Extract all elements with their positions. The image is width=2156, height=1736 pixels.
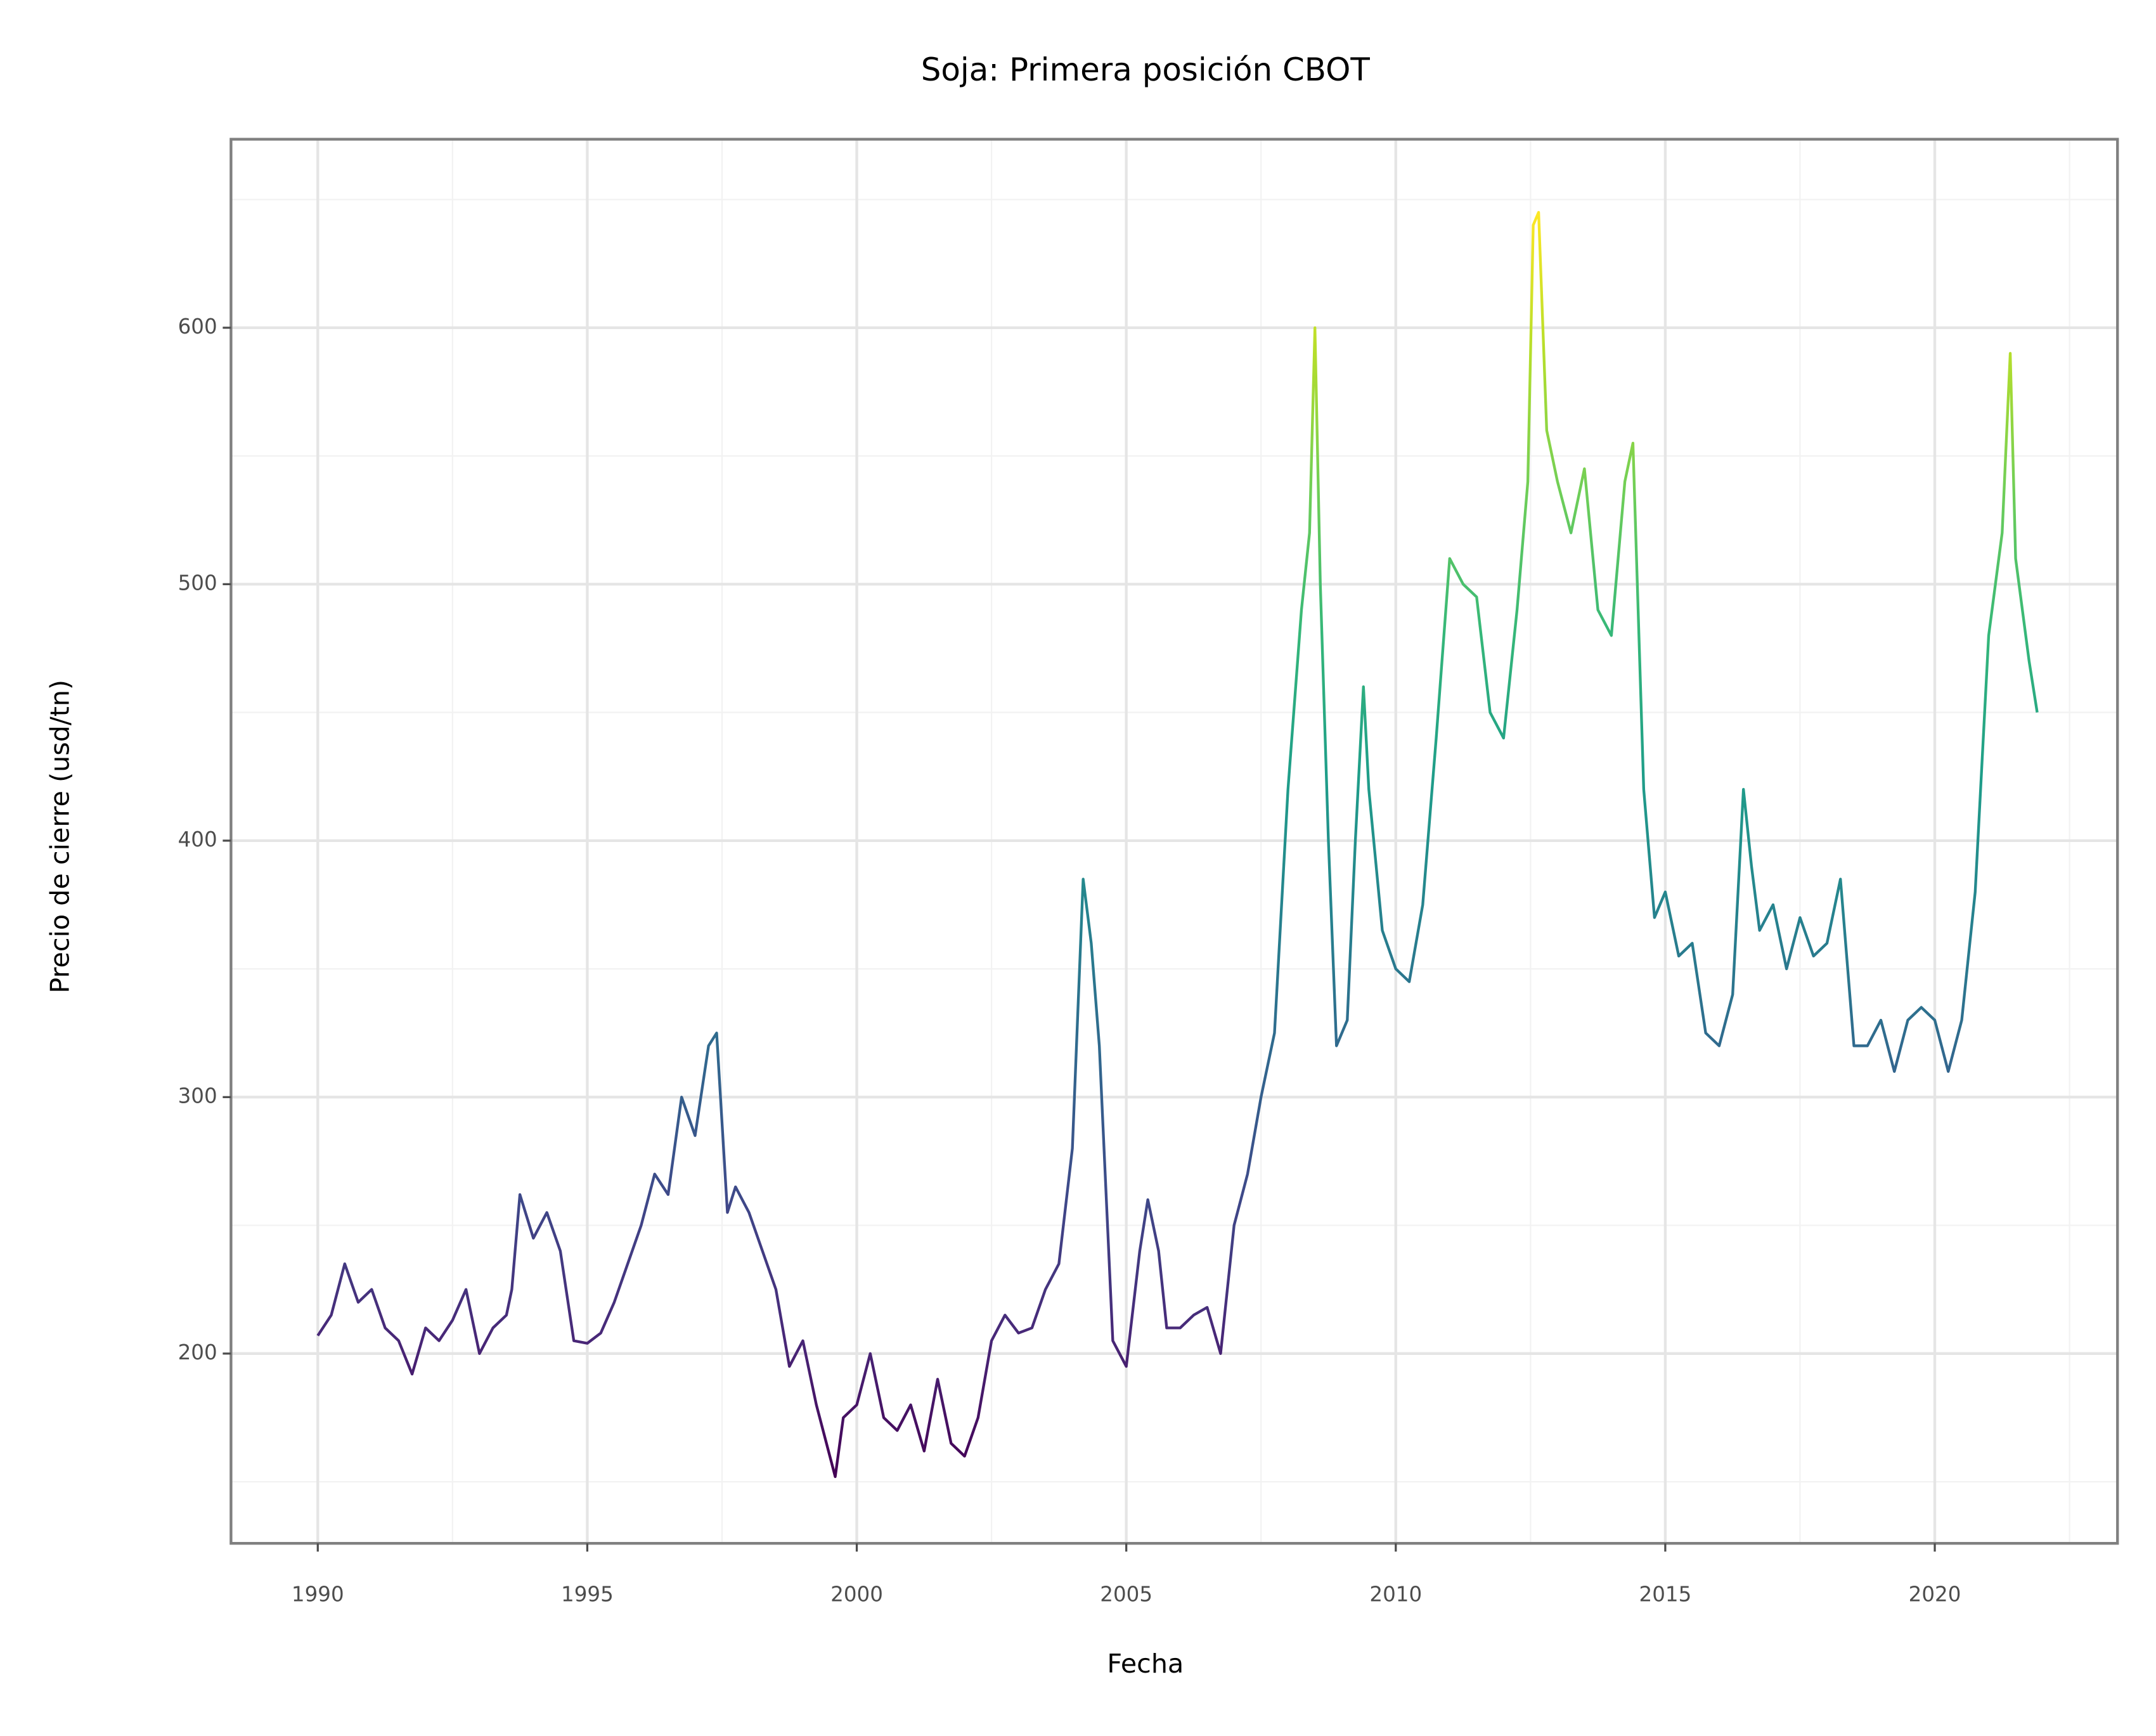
x-tick-label: 2000 (830, 1583, 883, 1607)
y-tick-label: 500 (178, 571, 217, 595)
y-axis-title: Precio de cierre (usd/tn) (45, 680, 75, 994)
x-tick-label: 2005 (1100, 1583, 1152, 1607)
chart-title: Soja: Primera posición CBOT (921, 51, 1371, 88)
x-tick-label: 2020 (1909, 1583, 1961, 1607)
y-tick-label: 300 (178, 1084, 217, 1108)
x-tick-label: 1990 (292, 1583, 344, 1607)
y-tick-label: 200 (178, 1340, 217, 1364)
x-tick-label: 1995 (561, 1583, 614, 1607)
x-tick-label: 2010 (1369, 1583, 1422, 1607)
y-tick-label: 400 (178, 827, 217, 852)
y-tick-label: 600 (178, 314, 217, 339)
x-tick-label: 2015 (1639, 1583, 1692, 1607)
price-line (316, 211, 2039, 1479)
grid (231, 139, 2118, 1544)
axes: 200 300 400 500 600 1990 1995 2000 2005 2010 2015 2… (178, 314, 1961, 1607)
plot (316, 211, 2039, 1479)
x-axis-title: Fecha (1107, 1649, 1184, 1679)
